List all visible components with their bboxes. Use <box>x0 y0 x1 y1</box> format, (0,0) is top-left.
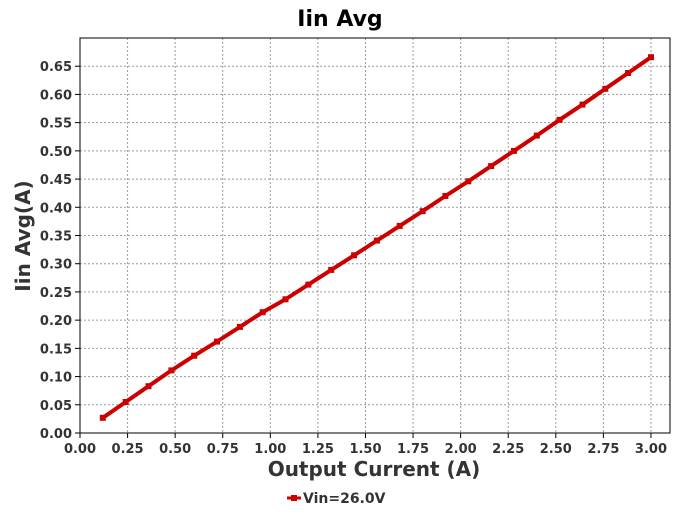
data-point <box>579 101 586 108</box>
data-point <box>99 414 106 421</box>
data-point <box>191 352 198 359</box>
y-tick-label: 0.15 <box>40 342 72 357</box>
legend: Vin=26.0V <box>287 491 386 507</box>
x-tick-label: 0.50 <box>159 442 191 457</box>
x-tick-label: 0.00 <box>64 442 96 457</box>
y-tick-label: 0.60 <box>40 88 72 103</box>
data-point <box>442 193 449 199</box>
data-point <box>168 367 175 374</box>
data-point <box>533 132 540 139</box>
x-tick-label: 0.25 <box>112 442 144 457</box>
data-point <box>373 237 380 244</box>
y-axis-title: Iin Avg(A) <box>11 180 35 291</box>
x-tick-label: 1.75 <box>397 442 429 457</box>
legend-label: Vin=26.0V <box>303 491 386 507</box>
data-point <box>625 70 632 76</box>
y-tick-label: 0.45 <box>40 173 72 188</box>
y-tick-label: 0.05 <box>40 399 72 414</box>
x-tick-label: 0.75 <box>207 442 239 457</box>
data-point <box>465 178 472 185</box>
data-point <box>282 296 289 303</box>
grid <box>80 38 670 433</box>
x-tick-label: 2.25 <box>492 442 524 457</box>
x-tick-label: 1.25 <box>302 442 334 457</box>
data-point <box>236 323 243 330</box>
x-tick-label: 1.50 <box>349 442 381 457</box>
y-tick-label: 0.40 <box>40 201 72 216</box>
data-point <box>396 222 403 229</box>
data-point <box>510 147 517 154</box>
y-tick-label: 0.55 <box>40 117 72 132</box>
x-axis-ticks: 0.00 0.25 0.50 0.75 1.00 1.25 1.50 1.75 2.00 2.25… <box>64 433 667 457</box>
x-tick-label: 2.50 <box>540 442 572 457</box>
data-point <box>351 252 358 259</box>
data-point <box>145 383 152 390</box>
y-axis-ticks: 0.00 0.05 0.10 0.15 0.20 0.25 0.30 0.35 0.40 0.45… <box>40 60 80 442</box>
y-tick-label: 0.20 <box>40 314 72 329</box>
y-tick-label: 0.30 <box>40 258 72 273</box>
x-tick-label: 3.00 <box>635 442 667 457</box>
data-point <box>648 54 654 61</box>
y-tick-label: 0.10 <box>40 371 72 386</box>
y-tick-label: 0.65 <box>40 60 72 75</box>
data-point <box>328 266 335 273</box>
legend-swatch-marker <box>291 495 297 501</box>
data-point <box>488 163 495 170</box>
x-tick-label: 1.00 <box>254 442 286 457</box>
series-line <box>101 55 653 420</box>
y-tick-label: 0.50 <box>40 145 72 160</box>
y-tick-label: 0.00 <box>40 427 72 442</box>
data-point <box>259 309 266 316</box>
series-layer <box>99 54 654 421</box>
chart-title: Iin Avg <box>297 7 382 32</box>
data-point <box>122 399 129 405</box>
data-point <box>419 208 426 215</box>
x-tick-label: 2.75 <box>587 442 619 457</box>
data-point <box>214 338 220 345</box>
x-tick-label: 2.00 <box>445 442 477 457</box>
data-point <box>305 281 312 288</box>
y-tick-label: 0.25 <box>40 286 72 301</box>
data-point <box>602 85 609 92</box>
data-point <box>556 116 563 123</box>
x-axis-title: Output Current (A) <box>268 457 481 481</box>
y-tick-label: 0.35 <box>40 230 72 245</box>
